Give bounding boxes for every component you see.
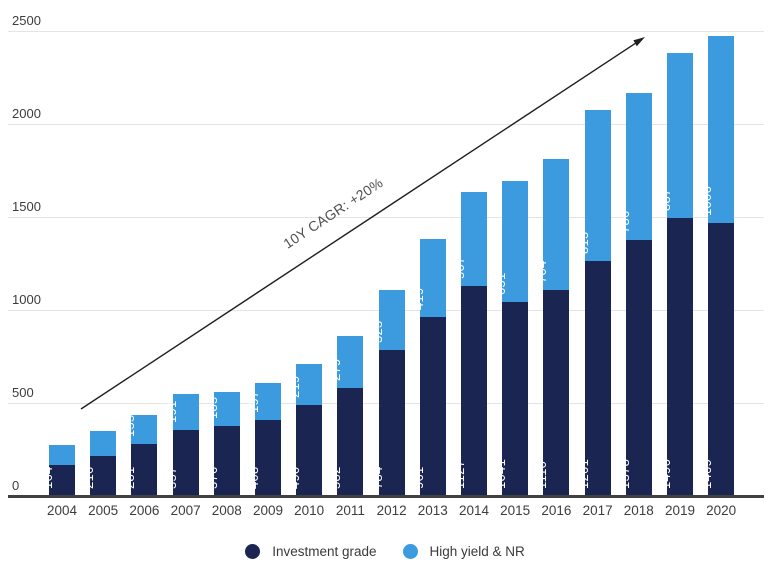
bar-value-label-high-yield-nr-2013: 419 <box>410 287 426 311</box>
bar-segment-investment-grade-2004 <box>49 465 75 496</box>
bar-segment-investment-grade-2007 <box>172 429 199 496</box>
bar-value-label-high-yield-nr-2018: 786 <box>616 210 632 233</box>
bar-value-label-investment-grade-2018: 1378 <box>616 458 632 489</box>
x-axis-label-2013: 2013 <box>417 503 448 518</box>
bar-value-label-investment-grade-2012: 784 <box>369 466 385 489</box>
chart-legend: Investment grade High yield & NR <box>0 544 770 559</box>
bar-segment-investment-grade-2010 <box>296 404 323 496</box>
legend-label-high-yield: High yield & NR <box>429 544 525 559</box>
bar-value-label-investment-grade-2016: 1110 <box>534 460 550 489</box>
y-axis-tick-label: 2000 <box>12 106 41 121</box>
gridline-2500 <box>8 30 764 32</box>
bar-value-label-investment-grade-2009: 408 <box>246 466 261 489</box>
y-axis-tick-label: 1000 <box>12 292 41 307</box>
legend-label-investment-grade: Investment grade <box>272 544 377 559</box>
bar-value-label-investment-grade-2007: 357 <box>163 466 179 489</box>
cagr-annotation-label: 10Y CAGR: +20% <box>280 174 386 252</box>
bar-value-label-high-yield-nr-2019: 887 <box>658 188 673 211</box>
bar-value-label-investment-grade-2017: 1261 <box>575 458 591 489</box>
bar-value-label-high-yield-nr-2012: 323 <box>369 320 385 344</box>
bar-value-label-high-yield-nr-2020: 1006 <box>699 185 715 216</box>
legend-item-investment-grade: Investment grade <box>245 544 377 559</box>
x-axis-label-2017: 2017 <box>582 503 613 518</box>
bar-value-label-high-yield-nr-2017: 815 <box>575 231 591 255</box>
bar-value-label-high-yield-nr-2009: 197 <box>246 390 261 414</box>
bar-segment-high-yield-nr-2005 <box>90 430 117 456</box>
bar-segment-investment-grade-2006 <box>131 443 158 496</box>
bar-segment-investment-grade-2009 <box>255 420 281 496</box>
bar-value-label-investment-grade-2004: 164 <box>40 466 55 489</box>
bar-value-label-investment-grade-2006: 281 <box>122 466 138 489</box>
bar-value-label-investment-grade-2008: 376 <box>204 466 220 489</box>
bar-value-label-investment-grade-2010: 490 <box>287 466 303 489</box>
x-axis-label-2010: 2010 <box>294 503 325 518</box>
x-axis-label-2016: 2016 <box>541 503 572 518</box>
bar-value-label-investment-grade-2015: 1041 <box>493 458 509 489</box>
x-axis-label-2008: 2008 <box>211 503 242 518</box>
x-axis-label-2009: 2009 <box>252 503 284 518</box>
legend-item-high-yield: High yield & NR <box>402 544 525 559</box>
bar-segment-investment-grade-2005 <box>90 455 117 496</box>
bar-value-label-investment-grade-2014: 1127 <box>452 459 467 489</box>
y-axis-tick-label: 2500 <box>12 13 41 28</box>
trend-arrow-head <box>633 37 645 47</box>
bar-value-label-investment-grade-2005: 216 <box>81 466 97 489</box>
bar-value-label-high-yield-nr-2014: 507 <box>452 256 467 280</box>
bar-segment-high-yield-nr-2004 <box>49 445 75 466</box>
x-axis-label-2012: 2012 <box>376 503 407 518</box>
x-axis-label-2019: 2019 <box>664 503 696 518</box>
bar-segment-high-yield-nr-2020 <box>708 35 735 223</box>
x-axis-label-2014: 2014 <box>458 503 490 518</box>
x-axis-label-2007: 2007 <box>170 503 201 518</box>
x-axis-label-2006: 2006 <box>129 503 160 518</box>
x-axis-label-2004: 2004 <box>46 503 78 518</box>
bar-segment-investment-grade-2008 <box>213 426 240 496</box>
x-axis-label-2020: 2020 <box>706 503 737 518</box>
bar-value-label-high-yield-nr-2010: 219 <box>287 375 303 398</box>
bar-value-label-high-yield-nr-2016: 704 <box>534 259 550 283</box>
bar-value-label-high-yield-nr-2007: 191 <box>163 400 179 423</box>
bar-segment-high-yield-nr-2019 <box>667 52 693 218</box>
bar-value-label-high-yield-nr-2008: 185 <box>204 396 220 420</box>
bar-value-label-high-yield-nr-2006: 155 <box>122 414 138 437</box>
bar-segment-investment-grade-2019 <box>667 217 693 496</box>
bar-segment-investment-grade-2018 <box>625 239 652 496</box>
bar-value-label-high-yield-nr-2011: 279 <box>328 358 344 381</box>
x-axis-label-2015: 2015 <box>500 503 531 518</box>
bar-value-label-investment-grade-2011: 582 <box>328 466 344 489</box>
x-axis-label-2005: 2005 <box>88 503 119 518</box>
bar-value-label-investment-grade-2013: 961 <box>410 466 426 489</box>
x-axis-label-2011: 2011 <box>335 503 365 518</box>
bar-value-label-investment-grade-2020: 1469 <box>699 458 715 489</box>
x-axis-baseline <box>8 495 764 498</box>
bar-value-label-investment-grade-2019: 1496 <box>658 458 673 489</box>
y-axis-tick-label: 0 <box>12 478 20 493</box>
y-axis-tick-label: 1500 <box>12 199 41 214</box>
x-axis-label-2018: 2018 <box>623 503 654 518</box>
bar-segment-high-yield-nr-2006 <box>131 414 158 444</box>
y-axis-tick-label: 500 <box>12 385 34 400</box>
investment-grade-swatch-icon <box>245 544 261 559</box>
bar-segment-investment-grade-2020 <box>708 222 735 496</box>
high-yield-swatch-icon <box>402 544 418 559</box>
bar-value-label-high-yield-nr-2015: 651 <box>493 272 509 296</box>
